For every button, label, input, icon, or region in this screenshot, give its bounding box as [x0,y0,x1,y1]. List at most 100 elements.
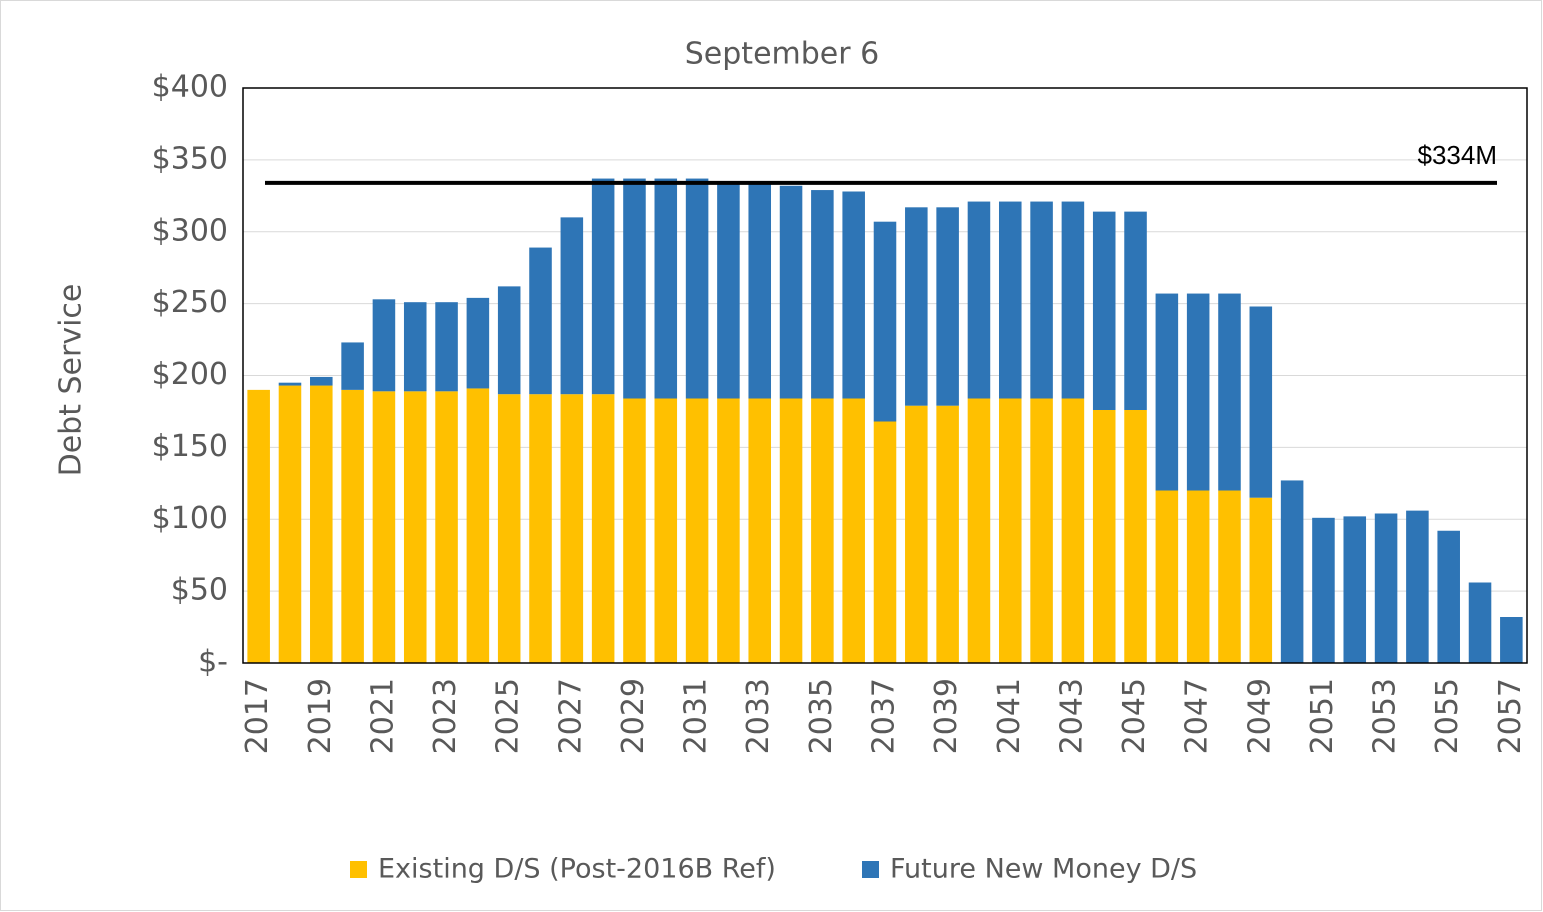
y-tick-label: $200 [152,357,228,392]
x-tick-label: 2053 [1368,678,1403,754]
bar-segment [1374,513,1398,663]
bar-segment [278,385,302,663]
x-tick-label: 2029 [616,678,651,754]
bar-segment [811,398,834,663]
bar-segment [1124,211,1147,410]
bar-segment [341,389,364,663]
bar-segment [936,405,959,663]
bar-segment [685,398,709,663]
bar-segment [748,398,772,663]
legend-swatch [862,861,879,878]
x-tick-label: 2041 [992,678,1027,754]
bar-segment [748,182,772,399]
bar-segment [654,398,678,663]
bar-segment [779,398,803,663]
y-tick-label: $150 [152,429,228,464]
y-tick-label: $50 [171,573,228,608]
x-tick-label: 2047 [1180,678,1215,754]
bar-segment [372,299,396,392]
bar-segment [560,394,584,663]
x-tick-label: 2055 [1430,678,1465,754]
x-tick-label: 2051 [1305,678,1340,754]
bar-segment [466,388,490,663]
bar-segment [905,207,928,406]
bar-segment [873,421,897,663]
bar-segment [623,178,646,399]
bar-segment [1280,480,1304,663]
bar-segment [1186,293,1210,491]
bar-segment [435,302,458,392]
bar-segment [435,391,458,663]
bar-segment [1218,490,1241,663]
x-tick-label: 2021 [365,678,400,754]
bar-segment [497,394,521,663]
bar-segment [497,286,521,395]
bar-segment [936,207,959,406]
bar-segment [1030,201,1053,399]
legend-swatch [350,861,367,878]
plot-border [242,87,1528,664]
bar-segment [466,297,490,389]
y-tick-label: $100 [152,501,228,536]
x-tick-label: 2057 [1493,678,1528,754]
legend-label: Existing D/S (Post-2016B Ref) [378,854,776,885]
bar-segment [717,398,740,663]
y-tick-label: $350 [152,141,228,176]
bar-segment [998,398,1022,663]
bar-segment [998,201,1022,399]
bar-segment [1155,490,1179,663]
y-tick-label: $250 [152,285,228,320]
bar-segment [591,178,615,395]
bar-segment [591,394,615,663]
bar-segment [685,178,709,399]
bar-segment [1186,490,1210,663]
bar-segment [1468,582,1492,663]
bar-segment [310,385,333,663]
x-tick-label: 2037 [867,678,902,754]
bar-segment [1124,410,1147,663]
x-tick-label: 2043 [1054,678,1089,754]
bar-segment [811,190,834,399]
legend-label: Future New Money D/S [890,854,1197,885]
bar-segment [560,217,584,395]
bar-segment [403,302,427,392]
bar-segment [1343,516,1367,663]
reference-label: $334M [1418,140,1498,170]
x-tick-label: 2025 [491,678,526,754]
bar-segment [1500,617,1523,663]
x-tick-label: 2035 [804,678,839,754]
bar-segment [1092,410,1116,663]
bar-segment [310,376,333,386]
bar-segment [717,181,740,399]
x-tick-label: 2023 [428,678,463,754]
x-tick-label: 2045 [1117,678,1152,754]
bar-segment [341,342,364,390]
bar-segment [967,398,991,663]
bar-segment [654,178,678,399]
x-tick-label: 2039 [929,678,964,754]
bar-segment [1312,517,1335,663]
bar-segment [1218,293,1241,491]
x-tick-label: 2049 [1242,678,1277,754]
bar-segment [623,398,646,663]
bar-segment [842,191,865,399]
x-tick-label: 2033 [741,678,776,754]
bar-segment [403,391,427,663]
bar-segment [1061,398,1085,663]
x-tick-label: 2031 [679,678,714,754]
bar-segment [1061,201,1085,399]
y-tick-label: $400 [152,70,228,105]
bar-segment [1437,530,1460,663]
bar-segment [372,391,396,663]
bar-segment [278,382,302,386]
bar-segment [247,389,270,663]
bar-segment [1249,497,1273,663]
y-tick-label: $- [198,645,228,680]
x-tick-label: 2027 [553,678,588,754]
bar-segment [842,398,865,663]
y-axis-label: Debt Service [54,284,89,477]
bar-segment [1092,211,1116,410]
bar-segment [529,394,552,663]
y-tick-label: $300 [152,213,228,248]
bar-segment [1406,510,1429,663]
